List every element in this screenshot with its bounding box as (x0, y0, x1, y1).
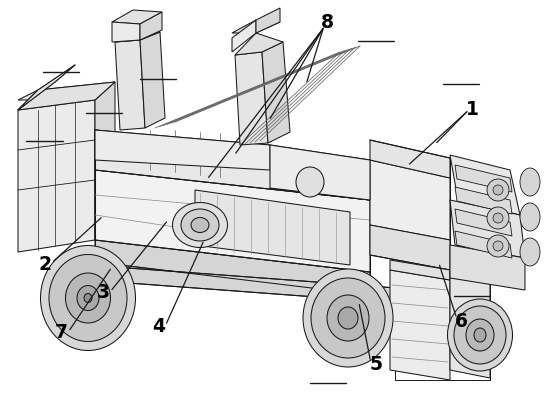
Text: 6: 6 (455, 312, 468, 330)
Ellipse shape (303, 269, 393, 367)
Polygon shape (115, 24, 160, 42)
Polygon shape (140, 32, 165, 128)
Polygon shape (370, 140, 450, 178)
Ellipse shape (40, 245, 135, 350)
Ellipse shape (487, 179, 509, 201)
Polygon shape (95, 130, 270, 170)
Polygon shape (95, 130, 370, 200)
Polygon shape (450, 245, 525, 290)
Polygon shape (232, 20, 256, 52)
Polygon shape (455, 231, 512, 258)
Text: 4: 4 (152, 317, 165, 335)
Ellipse shape (311, 278, 385, 358)
Ellipse shape (296, 167, 324, 197)
Polygon shape (235, 33, 283, 55)
Polygon shape (455, 187, 512, 214)
Ellipse shape (520, 168, 540, 196)
Text: 3: 3 (97, 283, 110, 302)
Polygon shape (112, 22, 140, 42)
Text: 2: 2 (38, 255, 51, 273)
Polygon shape (455, 165, 512, 192)
Ellipse shape (520, 203, 540, 231)
Ellipse shape (191, 217, 209, 232)
Ellipse shape (493, 185, 503, 195)
Polygon shape (95, 240, 370, 295)
Ellipse shape (77, 286, 99, 311)
Ellipse shape (474, 328, 486, 342)
Ellipse shape (454, 306, 506, 364)
Polygon shape (390, 260, 450, 280)
Ellipse shape (66, 273, 110, 323)
Polygon shape (450, 270, 490, 378)
Ellipse shape (448, 299, 513, 371)
Polygon shape (262, 42, 290, 143)
Polygon shape (390, 270, 450, 380)
Polygon shape (18, 65, 75, 110)
Ellipse shape (466, 319, 494, 351)
Polygon shape (450, 155, 520, 215)
Text: 7: 7 (55, 324, 68, 342)
Ellipse shape (487, 235, 509, 257)
Polygon shape (95, 82, 115, 240)
Polygon shape (450, 200, 525, 258)
Polygon shape (112, 10, 162, 24)
Ellipse shape (181, 209, 219, 241)
Polygon shape (115, 40, 145, 130)
Ellipse shape (520, 238, 540, 266)
Polygon shape (370, 160, 450, 240)
Polygon shape (256, 8, 280, 33)
Polygon shape (18, 82, 115, 110)
Polygon shape (235, 52, 268, 145)
Ellipse shape (173, 202, 228, 247)
Ellipse shape (84, 294, 92, 303)
Text: 1: 1 (466, 100, 479, 119)
Ellipse shape (493, 213, 503, 223)
Polygon shape (455, 209, 512, 236)
Polygon shape (270, 145, 370, 200)
Polygon shape (95, 170, 370, 272)
Text: 8: 8 (321, 13, 334, 32)
Text: 5: 5 (369, 355, 382, 374)
Polygon shape (88, 265, 490, 310)
Ellipse shape (487, 207, 509, 229)
Polygon shape (140, 12, 162, 40)
Ellipse shape (49, 254, 127, 341)
Polygon shape (195, 190, 350, 265)
Polygon shape (370, 225, 450, 270)
Polygon shape (18, 82, 115, 100)
Ellipse shape (493, 241, 503, 251)
Polygon shape (18, 100, 95, 252)
Polygon shape (232, 20, 280, 33)
Ellipse shape (327, 295, 369, 341)
Ellipse shape (338, 307, 358, 329)
